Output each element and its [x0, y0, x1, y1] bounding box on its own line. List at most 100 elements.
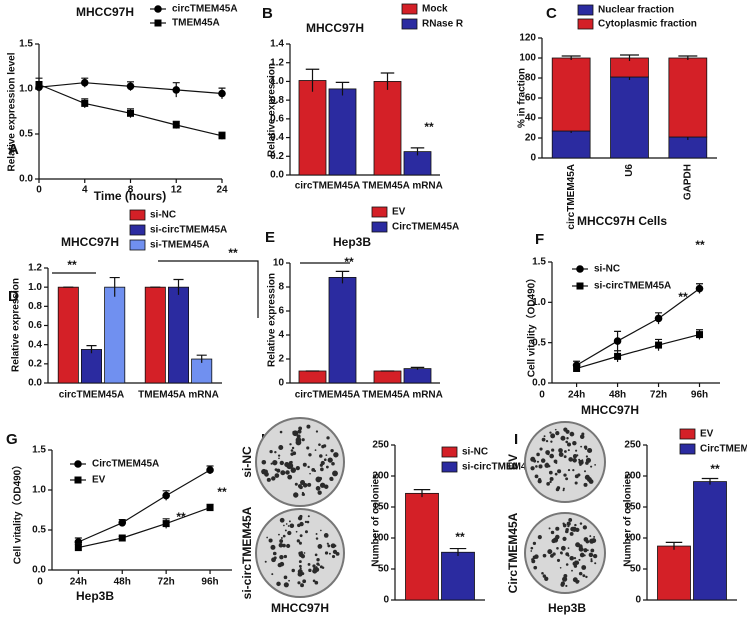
- colony: [570, 526, 576, 532]
- colony: [555, 461, 558, 464]
- y-tick-label: 6: [278, 306, 284, 317]
- y-tick-label: 1.2: [28, 263, 42, 274]
- colony: [549, 480, 552, 484]
- chart-title: MHCC97H: [76, 5, 134, 19]
- legend-marker: [74, 460, 82, 468]
- significance: **: [455, 530, 465, 544]
- colony: [284, 529, 287, 532]
- colony: [274, 450, 277, 454]
- colony: [307, 515, 310, 518]
- legend-label: si-NC: [594, 264, 620, 275]
- data-point: [613, 337, 622, 345]
- colony: [285, 523, 288, 525]
- colony: [268, 538, 273, 543]
- colony: [575, 449, 578, 452]
- colony: [266, 477, 271, 482]
- colony: [297, 429, 302, 434]
- colony: [325, 465, 329, 469]
- colony: [562, 489, 565, 492]
- data-point: [654, 314, 663, 323]
- y-tick-label: 2: [278, 354, 284, 365]
- error-bar: [86, 345, 97, 354]
- colony: [551, 448, 555, 452]
- colony: [560, 435, 566, 441]
- legend-label: CircTMEM45A: [92, 459, 159, 470]
- colony: [278, 542, 284, 548]
- data-point: [172, 121, 180, 129]
- colony: [567, 547, 570, 549]
- colony: [317, 490, 322, 495]
- colony: [320, 529, 322, 532]
- y-tick-label: 60: [525, 93, 537, 104]
- colony: [541, 571, 544, 575]
- y-tick-label: 1.0: [270, 76, 284, 87]
- data-point: [695, 284, 704, 293]
- data-point: [74, 544, 82, 552]
- error-bar: [701, 477, 719, 485]
- colony: [563, 574, 568, 578]
- colony: [320, 467, 324, 472]
- colony: [565, 429, 570, 434]
- bar: [693, 481, 727, 601]
- x-tick-label: 72h: [650, 390, 667, 401]
- y-tick-label: 40: [525, 113, 537, 124]
- colony: [314, 553, 318, 557]
- colony: [315, 537, 319, 540]
- x-tick-label: circTMEM45A: [566, 164, 577, 230]
- colony: [578, 458, 581, 461]
- legend-label: EV: [92, 475, 106, 486]
- colony: [535, 465, 538, 468]
- colony: [581, 565, 587, 570]
- colony: [550, 440, 553, 443]
- colony: [308, 453, 312, 457]
- x-tick-label: 24h: [568, 390, 585, 401]
- y-tick-label: 0.6: [28, 320, 42, 331]
- colony: [533, 565, 538, 570]
- legend-label: si-circTMEM45A: [150, 225, 227, 236]
- colony: [585, 575, 588, 579]
- panel-letter: D: [8, 288, 19, 305]
- colony: [555, 431, 560, 436]
- bar: [373, 81, 402, 176]
- colony: [303, 552, 306, 554]
- colony: [287, 525, 290, 527]
- data-point: [118, 534, 126, 542]
- x-tick-label: 48h: [114, 577, 131, 588]
- colony: [560, 552, 563, 555]
- legend-marker: [576, 265, 584, 273]
- legend-swatch: [129, 209, 146, 221]
- colony: [585, 455, 589, 458]
- colony: [312, 564, 316, 568]
- colony: [569, 431, 575, 437]
- legend-swatch: [129, 239, 146, 251]
- colony: [271, 476, 276, 481]
- colony: [277, 454, 281, 457]
- y-tick-label: 0.6: [270, 113, 284, 124]
- image-label: si-circTMEM45A: [240, 506, 254, 599]
- colony: [312, 579, 316, 583]
- y-tick-label: 0.8: [28, 301, 42, 312]
- legend-swatch: [577, 4, 594, 16]
- y-axis-label: Relative expression: [267, 273, 278, 367]
- legend-swatch: [441, 461, 458, 473]
- colony: [289, 523, 295, 529]
- colony: [549, 476, 554, 481]
- colony: [272, 460, 278, 466]
- colony: [278, 533, 280, 536]
- colony: [579, 434, 585, 439]
- colony: [589, 535, 592, 538]
- colony: [590, 548, 595, 553]
- image-label: EV: [506, 454, 520, 470]
- colony: [333, 544, 337, 548]
- panel-letter: E: [265, 229, 275, 246]
- colony: [264, 471, 269, 477]
- y-tick-label: 0.5: [32, 525, 46, 536]
- bar: [144, 286, 166, 384]
- x-tick-label: 72h: [158, 577, 175, 588]
- y-axis-label: Cell vitality（OD490）: [11, 460, 24, 564]
- colony: [569, 555, 575, 561]
- x-axis-label: MHCC97H Cells: [577, 214, 667, 228]
- y-tick-label: 50: [630, 564, 642, 575]
- colony: [569, 519, 572, 522]
